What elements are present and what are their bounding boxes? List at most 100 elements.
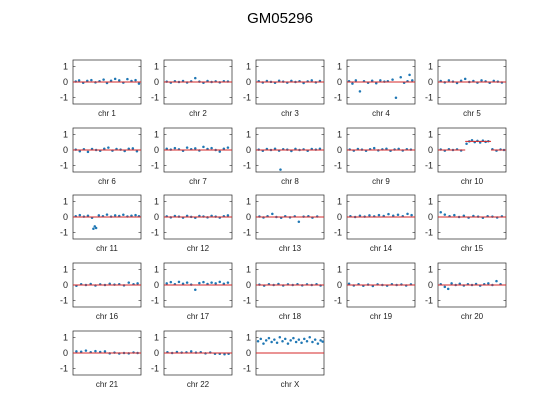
chart-panel: 1 0 -1 chr 13: [243, 194, 325, 253]
panel-label: chr 21: [96, 380, 119, 389]
chart-panel: 1 0 -1 chr 10: [425, 127, 507, 186]
data-point: [439, 211, 442, 214]
data-point: [135, 150, 139, 153]
data-point: [103, 350, 107, 353]
data-point: [86, 150, 90, 154]
y-tick-label: 0: [428, 280, 433, 290]
panel-label: chr 9: [372, 177, 390, 186]
data-point: [318, 147, 322, 150]
data-point: [181, 282, 185, 285]
y-tick-label: -1: [334, 93, 342, 103]
data-point: [107, 146, 110, 149]
y-tick-label: -1: [60, 296, 68, 306]
data-point: [465, 142, 468, 145]
data-point: [379, 79, 382, 82]
data-point: [480, 79, 483, 82]
panel-label: chr 7: [189, 177, 207, 186]
y-tick-label: -1: [151, 161, 159, 171]
y-tick-label: 1: [337, 196, 342, 206]
data-point: [463, 77, 467, 81]
chart-panel: 1 0 -1 chr 8: [243, 127, 325, 186]
data-point: [185, 146, 189, 149]
data-point: [103, 147, 106, 150]
y-tick-label: 0: [246, 145, 251, 155]
panel-label: chr 19: [370, 312, 393, 321]
chart-panel: 1 0 -1 chr 16: [60, 262, 142, 321]
data-point: [259, 337, 263, 341]
y-tick-label: 1: [246, 196, 251, 206]
y-tick-label: 0: [246, 77, 251, 87]
y-tick-label: 1: [428, 61, 433, 71]
y-tick-label: 0: [246, 280, 251, 290]
data-point: [370, 79, 374, 82]
data-point: [410, 213, 413, 217]
data-point: [223, 353, 226, 356]
data-point: [109, 79, 113, 82]
data-point: [311, 340, 314, 344]
chart-panel: 1 0 -1 chr 15: [425, 194, 507, 253]
y-tick-label: 1: [154, 332, 159, 342]
data-point: [134, 213, 137, 217]
data-point: [450, 282, 453, 285]
y-tick-label: 0: [428, 212, 433, 222]
panel-label: chr 16: [96, 312, 119, 321]
data-point: [354, 79, 358, 82]
data-point: [117, 79, 121, 82]
data-point: [169, 280, 173, 284]
y-tick-label: -1: [151, 93, 159, 103]
chart-panel: 1 0 -1 chr 14: [334, 194, 416, 253]
y-tick-label: 0: [63, 145, 68, 155]
y-tick-label: -1: [60, 364, 68, 374]
data-point: [462, 214, 466, 217]
y-tick-label: -1: [60, 228, 68, 238]
data-point: [210, 146, 213, 150]
panel-label: chr 12: [187, 244, 210, 253]
y-tick-label: 1: [428, 264, 433, 274]
data-point: [408, 73, 411, 77]
data-point: [194, 76, 197, 80]
y-tick-label: 1: [63, 264, 68, 274]
data-point: [443, 285, 447, 289]
chart-panel: 1 0 -1 chr 4: [334, 59, 416, 118]
panel-label: chr 13: [279, 244, 302, 253]
chart-panel: 1 0 -1 chr 22: [151, 330, 233, 389]
data-point: [394, 96, 398, 99]
panel-label: chr 4: [372, 109, 390, 118]
data-point: [487, 282, 490, 285]
data-point: [131, 147, 135, 150]
chart-panel: 1 0 -1 chr 7: [151, 127, 233, 186]
data-point: [126, 77, 129, 81]
data-point: [294, 340, 298, 344]
data-point: [446, 287, 450, 291]
y-tick-label: 0: [337, 145, 342, 155]
y-tick-label: -1: [60, 161, 68, 171]
data-point: [351, 82, 354, 85]
data-point: [279, 168, 282, 171]
data-point: [94, 226, 98, 230]
y-tick-label: -1: [243, 228, 251, 238]
panel-label: chr X: [281, 380, 300, 389]
data-point: [165, 282, 168, 285]
data-point: [443, 213, 447, 216]
y-tick-label: -1: [334, 228, 342, 238]
data-point: [273, 338, 276, 341]
data-point: [102, 78, 105, 81]
data-point: [358, 214, 362, 217]
data-point: [297, 338, 301, 341]
y-tick-label: 1: [246, 129, 251, 139]
data-point: [303, 337, 306, 341]
data-point: [202, 280, 205, 284]
y-tick-label: 0: [63, 77, 68, 87]
panel-label: chr 11: [96, 244, 118, 253]
y-tick-label: 0: [337, 77, 342, 87]
y-tick-label: -1: [243, 161, 251, 171]
y-tick-label: -1: [151, 228, 159, 238]
data-point: [453, 213, 456, 217]
data-point: [218, 280, 222, 284]
y-tick-label: 0: [428, 145, 433, 155]
chart-panel: 1 0 -1 chr X: [243, 330, 325, 389]
panel-label: chr 18: [279, 312, 302, 321]
data-point: [226, 281, 230, 284]
y-tick-label: 0: [154, 145, 159, 155]
